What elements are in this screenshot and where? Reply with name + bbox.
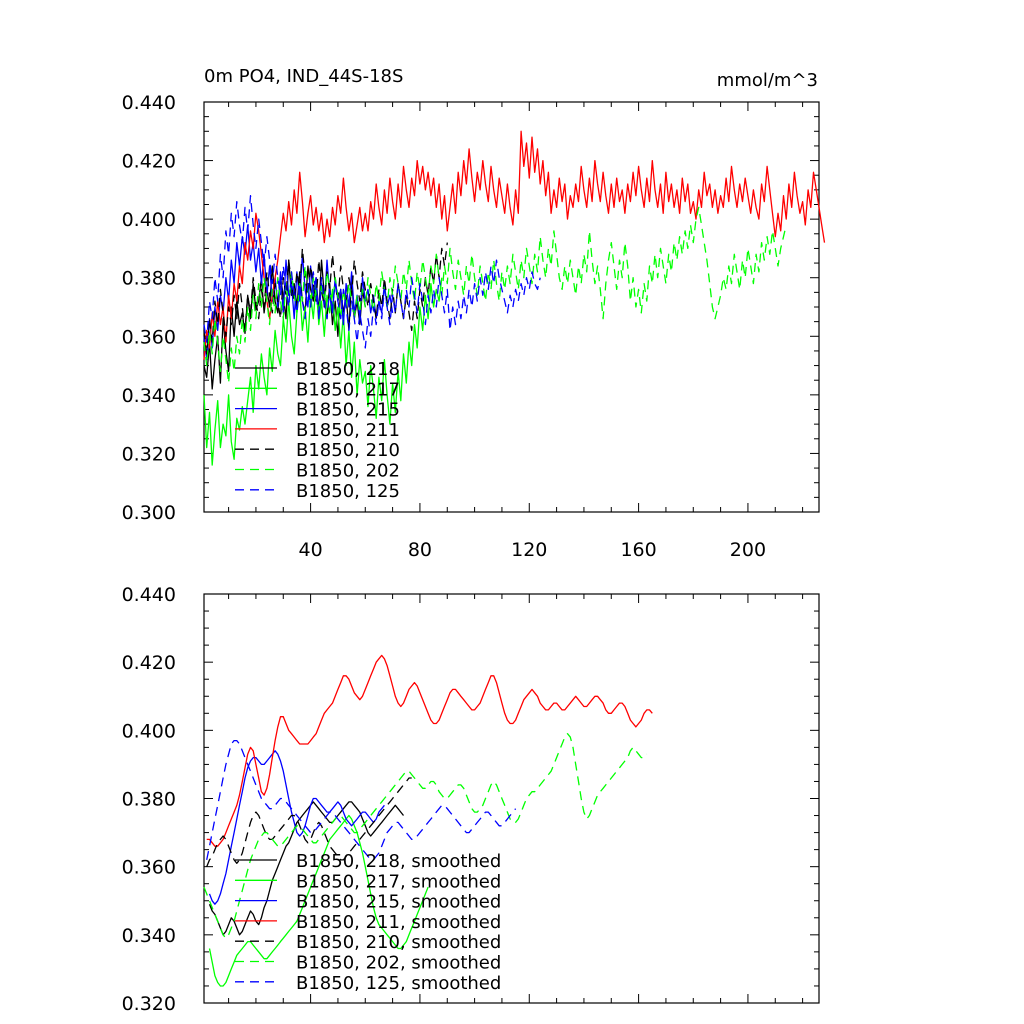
legend-label: B1850, 217, smoothed (296, 871, 501, 892)
legend-label: B1850, 217 (296, 379, 400, 400)
x-tick-label: 80 (408, 539, 432, 561)
series-line-b1850-211-smoothed (206, 654, 653, 847)
y-tick-label: 0.400 (122, 720, 176, 742)
y-tick-label: 0.400 (122, 209, 176, 231)
series-line-b1850-218-smoothed (208, 801, 405, 936)
legend-label: B1850, 125, smoothed (296, 973, 501, 994)
y-tick-label: 0.340 (122, 925, 176, 947)
series-line-b1850-125 (203, 195, 541, 349)
x-tick-label: 40 (299, 539, 323, 561)
bottom-panel: 0.320 0.340 0.360 0.380 0.400 0.420 0.440 B1850… (122, 584, 820, 1015)
series-line-b1850-210 (203, 242, 448, 355)
series-line-b1850-217-smoothed (208, 814, 429, 987)
y-tick-label: 0.320 (122, 443, 176, 465)
legend-label: B1850, 218 (296, 359, 400, 380)
legend-label: B1850, 211, smoothed (296, 912, 501, 933)
y-tick-label: 0.420 (122, 652, 176, 674)
series-line-b1850-211 (203, 130, 826, 360)
y-tick-label: 0.340 (122, 385, 176, 407)
y-tick-label: 0.360 (122, 326, 176, 348)
series-line-b1850-202-smoothed (203, 733, 648, 939)
legend-label: B1850, 211 (296, 420, 400, 441)
y-tick-label: 0.320 (122, 993, 176, 1015)
chart-title: 0m PO4, IND_44S-18S (204, 66, 403, 87)
y-tick-label: 0.420 (122, 151, 176, 173)
y-tick-label: 0.300 (122, 502, 176, 524)
units-label: mmol/m^3 (717, 70, 818, 91)
y-tick-label: 0.380 (122, 268, 176, 290)
top-panel: 0m PO4, IND_44S-18S mmol/m^3 0.300 0.320 0… (122, 66, 826, 561)
series-line-b1850-125-smoothed (206, 739, 517, 861)
x-tick-label: 160 (620, 539, 656, 561)
legend-label: B1850, 218, smoothed (296, 851, 501, 872)
legend-label: B1850, 125 (296, 481, 400, 502)
series-line-b1850-217 (203, 277, 443, 466)
legend-label: B1850, 215, smoothed (296, 892, 501, 913)
legend-label: B1850, 210, smoothed (296, 932, 501, 953)
y-tick-label: 0.440 (122, 92, 176, 114)
legend-label: B1850, 210 (296, 440, 400, 461)
y-tick-label: 0.440 (122, 584, 176, 606)
x-tick-label: 120 (511, 539, 547, 561)
legend-label: B1850, 215 (296, 400, 400, 421)
series-line-b1850-215-smoothed (208, 750, 385, 905)
series-line-b1850-215 (203, 224, 394, 361)
x-tick-label: 200 (730, 539, 766, 561)
series-line-b1850-202 (203, 206, 787, 384)
y-tick-label: 0.360 (122, 857, 176, 879)
legend-label: B1850, 202, smoothed (296, 953, 501, 974)
legend-label: B1850, 202 (296, 461, 400, 482)
y-tick-label: 0.380 (122, 789, 176, 811)
